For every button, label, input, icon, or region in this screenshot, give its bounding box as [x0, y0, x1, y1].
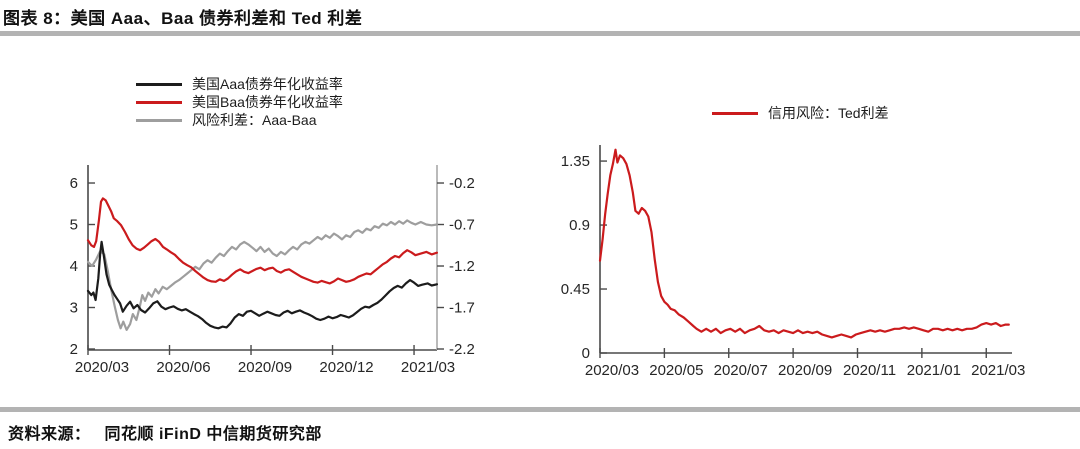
x-tick-label: 2020/03 [585, 362, 639, 379]
right-y-tick-label: -1.7 [449, 300, 475, 317]
y-tick-label: 4 [70, 258, 78, 275]
x-tick-label: 2020/12 [319, 359, 373, 376]
legend-label-aaa: 美国Aaa债券年化收益率 [192, 76, 343, 92]
legend-item-baa: 美国Baa债券年化收益率 [136, 93, 343, 111]
data-source-label: 资料来源： [8, 426, 91, 443]
x-tick-label: 2020/07 [714, 362, 768, 379]
right-y-tick-label: -0.7 [449, 217, 475, 234]
ted-chart-legend: 信用风险：Ted利差 [712, 104, 889, 122]
legend-item-aaa: 美国Aaa债券年化收益率 [136, 75, 343, 93]
y-tick-label: 0 [582, 345, 590, 362]
bond-chart-legend: 美国Aaa债券年化收益率 美国Baa债券年化收益率 风险利差：Aaa-Baa [136, 75, 343, 129]
spread-line-swatch [136, 118, 182, 122]
figure-title: 图表 8：美国 Aaa、Baa 债券利差和 Ted 利差 [3, 9, 363, 28]
x-tick-label: 2020/09 [238, 359, 292, 376]
baa-line-swatch [136, 100, 182, 104]
x-tick-label: 2021/03 [971, 362, 1025, 379]
ted-spread-line [598, 148, 1010, 339]
x-tick-label: 2021/01 [907, 362, 961, 379]
title-divider [0, 31, 1080, 36]
legend-label-spread: 风险利差：Aaa-Baa [192, 112, 317, 128]
legend-item-ted: 信用风险：Ted利差 [712, 104, 889, 122]
aaa-yield-line [86, 240, 438, 330]
x-tick-label: 2020/05 [649, 362, 703, 379]
bond-yield-spread-chart: 6 5 4 3 2 -0.2 -0.7 -1.2 -1.7 -2.2 2020/03 2020/06 2… [70, 165, 475, 376]
aaa-line-swatch [136, 82, 182, 86]
data-source-value: 同花顺 iFinD 中信期货研究部 [104, 426, 322, 443]
x-tick-label: 2020/09 [778, 362, 832, 379]
footer-divider [0, 407, 1080, 412]
ted-line-swatch [712, 111, 758, 115]
y-tick-label: 1.35 [561, 153, 590, 170]
y-tick-label: 2 [70, 341, 78, 358]
y-tick-label: 0.9 [569, 217, 590, 234]
x-tick-label: 2020/06 [156, 359, 210, 376]
right-y-tick-label: -2.2 [449, 341, 475, 358]
aaa-baa-spread-line [86, 219, 438, 331]
y-tick-label: 5 [70, 217, 78, 234]
legend-label-ted: 信用风险：Ted利差 [768, 105, 889, 121]
y-tick-label: 6 [70, 175, 78, 192]
legend-label-baa: 美国Baa债券年化收益率 [192, 94, 343, 110]
y-tick-label: 3 [70, 300, 78, 317]
y-tick-label: 0.45 [561, 281, 590, 298]
right-y-tick-label: -1.2 [449, 258, 475, 275]
data-source: 资料来源： 同花顺 iFinD 中信期货研究部 [8, 420, 322, 444]
baa-yield-line [86, 197, 438, 285]
legend-item-spread: 风险利差：Aaa-Baa [136, 111, 343, 129]
x-tick-label: 2020/11 [843, 362, 896, 379]
x-tick-label: 2020/03 [75, 359, 129, 376]
right-y-tick-label: -0.2 [449, 175, 475, 192]
x-tick-label: 2021/03 [401, 359, 455, 376]
